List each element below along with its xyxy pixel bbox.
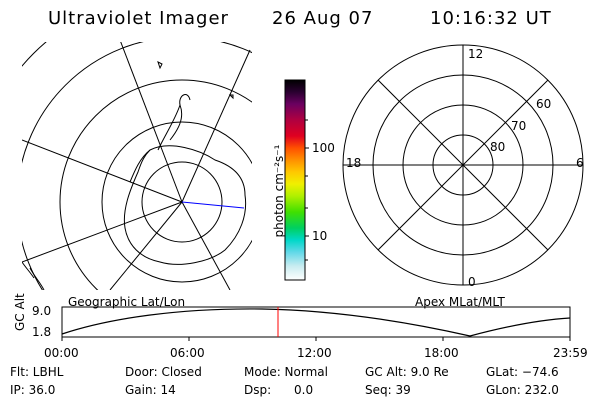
status-seq: Seq: 39	[365, 383, 411, 397]
mlat-label-70: 70	[511, 119, 527, 133]
status-glat: GLat: −74.6	[486, 365, 559, 379]
status-door: Door: Closed	[125, 365, 202, 379]
mlt-label-12: 12	[468, 47, 484, 61]
instrument-title: Ultraviolet Imager	[48, 8, 229, 29]
mlt-label-0: 0	[468, 275, 476, 289]
alt-plot-ylabel: GC Alt	[13, 293, 27, 331]
mlt-label-18: 18	[346, 156, 362, 170]
alt-xtick-0: 00:00	[44, 346, 79, 360]
alt-ytick-1-8: 1.8	[32, 325, 52, 339]
status-gc-alt: GC Alt: 9.0 Re	[365, 365, 449, 379]
mlat-label-60: 60	[536, 97, 552, 111]
date-label: 26 Aug 07	[272, 8, 374, 29]
status-dsp: Dsp: 0.0	[244, 383, 314, 397]
time-label: 10:16:32 UT	[430, 8, 552, 29]
alt-xtick-12: 12:00	[297, 346, 332, 360]
status-filter: Flt: LBHL	[10, 365, 64, 379]
status-ip: IP: 36.0	[10, 383, 56, 397]
alt-xtick-6: 06:00	[170, 346, 205, 360]
colorbar-tick-100: 100	[312, 141, 335, 155]
status-gain: Gain: 14	[125, 383, 176, 397]
left-map-label: Geographic Lat/Lon	[68, 295, 186, 309]
alt-xtick-end: 23:59	[553, 346, 588, 360]
alt-xtick-18: 18:00	[424, 346, 459, 360]
status-glon: GLon: 232.0	[486, 383, 559, 397]
mlt-label-6: 6	[576, 156, 584, 170]
mlat-label-80: 80	[490, 140, 506, 154]
right-map-label: Apex MLat/MLT	[415, 295, 505, 309]
status-mode: Mode: Normal	[244, 365, 328, 379]
alt-ytick-9: 9.0	[32, 304, 52, 318]
colorbar-tick-10: 10	[312, 229, 328, 243]
